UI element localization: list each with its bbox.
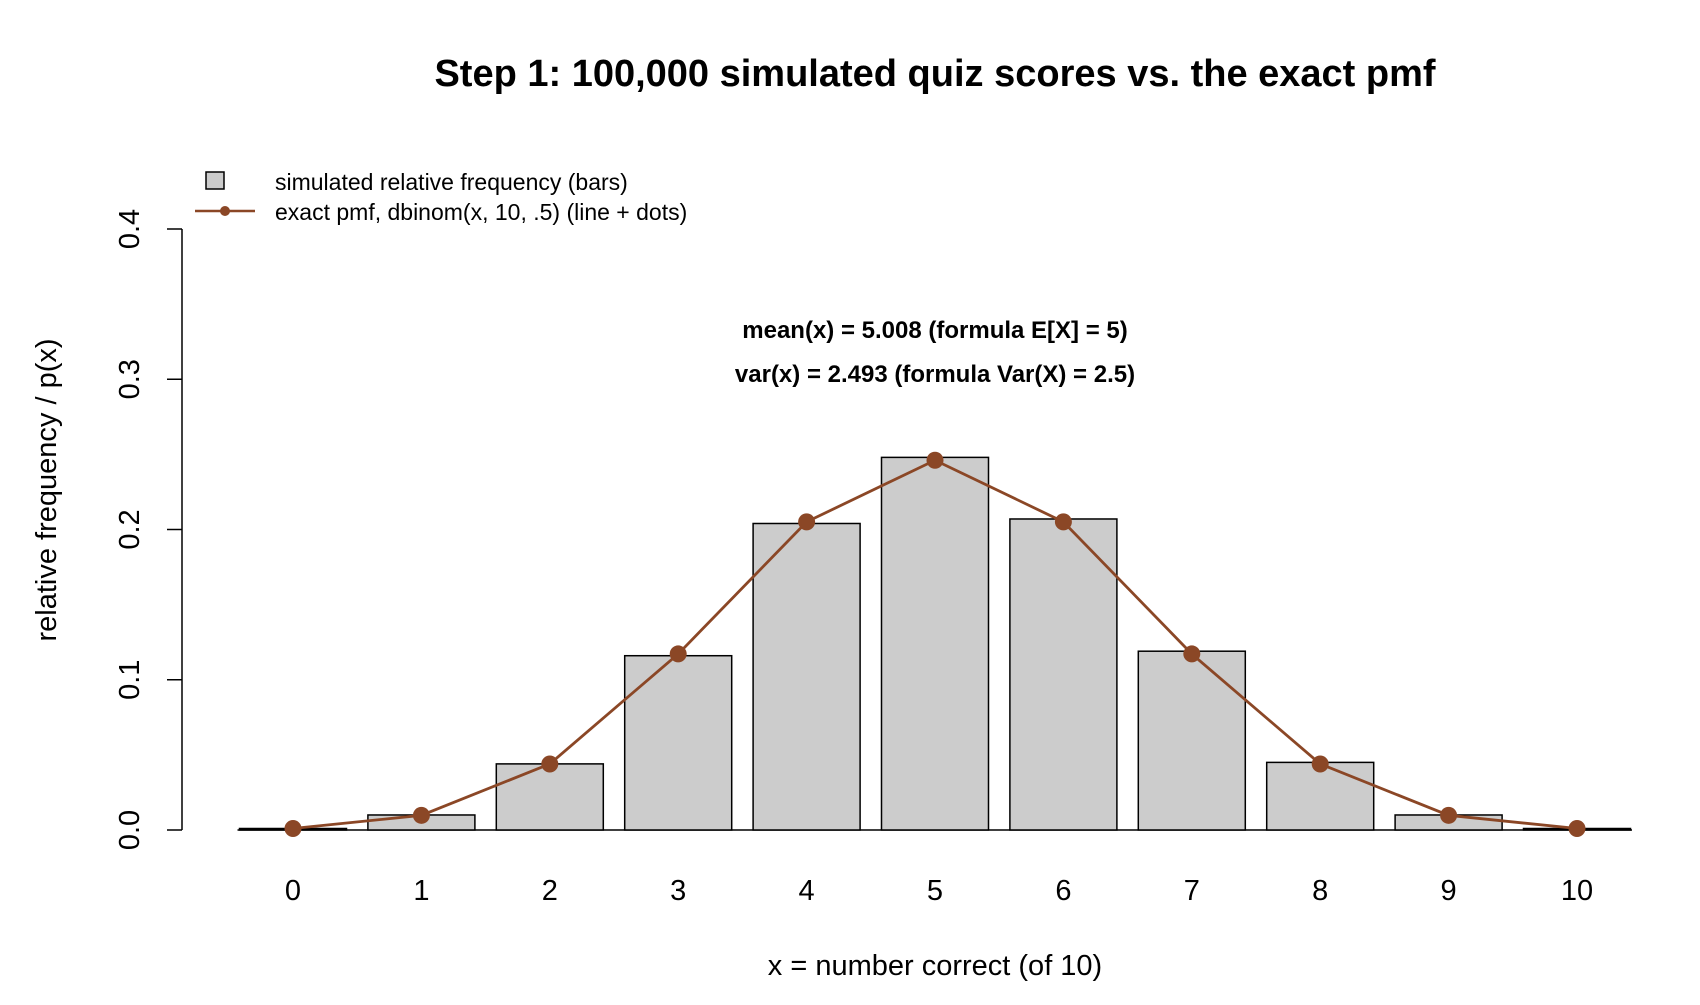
legend: simulated relative frequency (bars) exac… [195, 169, 687, 225]
x-tick-label-9: 9 [1441, 875, 1457, 907]
bar-2 [495, 763, 605, 831]
x-tick-label-4: 4 [799, 875, 815, 907]
mean-annotation: mean(x) = 5.008 (formula E[X] = 5) [742, 317, 1127, 344]
y-tick-label-4: 0.4 [114, 209, 146, 249]
bar-3 [623, 654, 733, 831]
x-tick-label-6: 6 [1055, 875, 1071, 907]
x-tick-label-0: 0 [285, 875, 301, 907]
x-tick-label-8: 8 [1312, 875, 1328, 907]
y-axis-label: relative frequency / p(x) [31, 338, 63, 641]
y-tick-label-3: 0.3 [114, 359, 146, 399]
bar-6 [1009, 518, 1118, 831]
bar-7 [1137, 650, 1247, 831]
bar-8 [1265, 761, 1375, 831]
y-tick-label-2: 0.2 [114, 509, 146, 549]
x-tick-label-10: 10 [1561, 875, 1593, 907]
x-axis-label: x = number correct (of 10) [768, 950, 1102, 982]
pmf-point-8 [1311, 755, 1329, 773]
legend-line-label: exact pmf, dbinom(x, 10, .5) (line + dot… [275, 199, 687, 225]
bar-4 [752, 522, 861, 831]
chart-title: Step 1: 100,000 simulated quiz scores vs… [434, 53, 1435, 95]
pmf-point-3 [669, 645, 687, 663]
x-tick-label-7: 7 [1184, 875, 1200, 907]
x-tick-label-3: 3 [670, 875, 686, 907]
legend-bar-swatch [205, 171, 225, 190]
y-tick-label-1: 0.1 [114, 660, 146, 700]
pmf-point-4 [798, 513, 816, 531]
pmf-point-2 [541, 755, 559, 773]
pmf-point-0 [284, 820, 302, 838]
y-tick-label-0: 0.0 [114, 810, 146, 850]
pmf-point-1 [412, 806, 430, 824]
pmf-point-7 [1183, 645, 1201, 663]
pmf-point-9 [1440, 806, 1458, 824]
x-tick-label-2: 2 [542, 875, 558, 907]
legend-dot-swatch [220, 206, 230, 216]
legend-bar-label: simulated relative frequency (bars) [275, 169, 628, 195]
bar-5 [880, 456, 990, 831]
variance-annotation: var(x) = 2.493 (formula Var(X) = 2.5) [735, 361, 1135, 388]
x-tick-label-5: 5 [927, 875, 943, 907]
pmf-point-6 [1054, 513, 1072, 531]
pmf-point-5 [926, 451, 944, 469]
plot-layer: 0.0 0.1 0.2 0.3 0.4 0 1 2 3 4 5 6 7 8 9 10 [114, 209, 1632, 907]
x-tick-label-1: 1 [413, 875, 429, 907]
pmf-point-10 [1568, 820, 1586, 838]
